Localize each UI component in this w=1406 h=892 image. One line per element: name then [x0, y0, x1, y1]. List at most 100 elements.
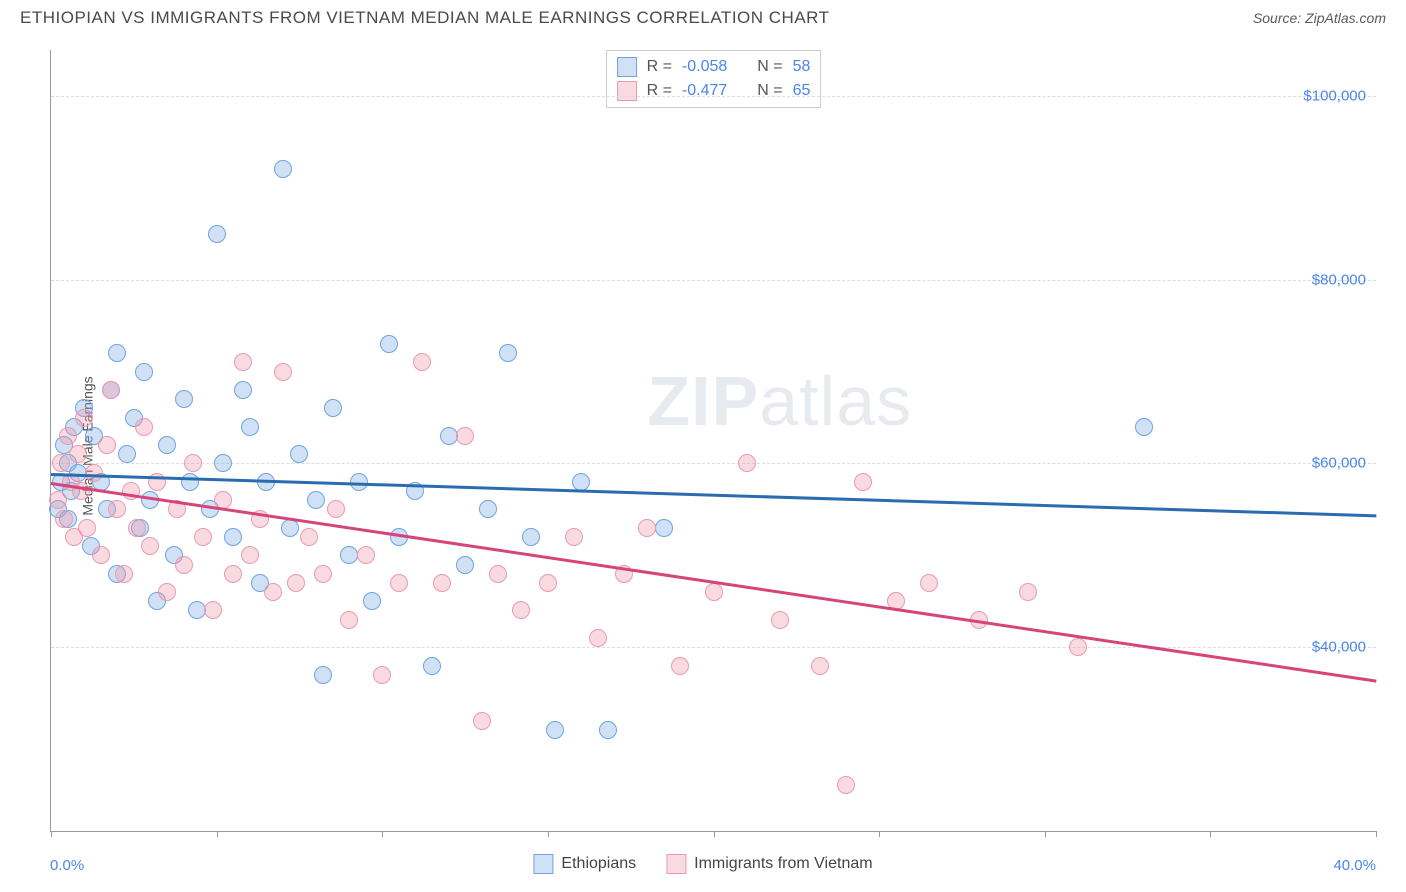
swatch-series1 — [617, 57, 637, 77]
data-point — [135, 363, 153, 381]
data-point — [175, 390, 193, 408]
data-point — [175, 556, 193, 574]
data-point — [738, 454, 756, 472]
stats-legend-box: R = -0.058 N = 58 R = -0.477 N = 65 — [606, 50, 822, 108]
trend-line — [51, 473, 1376, 517]
y-tick-label: $40,000 — [1312, 639, 1366, 656]
data-point — [287, 574, 305, 592]
gridline — [51, 463, 1376, 464]
data-point — [589, 629, 607, 647]
stats-row-2: R = -0.477 N = 65 — [617, 79, 811, 103]
data-point — [274, 160, 292, 178]
data-point — [390, 574, 408, 592]
legend-label-1: Ethiopians — [561, 855, 636, 873]
x-axis-max-label: 40.0% — [1333, 857, 1376, 874]
data-point — [300, 528, 318, 546]
source-label: Source: ZipAtlas.com — [1253, 10, 1386, 26]
x-tick — [548, 831, 549, 837]
data-point — [241, 546, 259, 564]
swatch-series2 — [617, 81, 637, 101]
data-point — [771, 611, 789, 629]
data-point — [314, 565, 332, 583]
data-point — [854, 473, 872, 491]
legend-swatch-2 — [666, 854, 686, 874]
x-tick — [1045, 831, 1046, 837]
chart-title: ETHIOPIAN VS IMMIGRANTS FROM VIETNAM MED… — [20, 8, 830, 28]
data-point — [1135, 418, 1153, 436]
watermark: ZIPatlas — [647, 361, 912, 441]
data-point — [705, 583, 723, 601]
data-point — [264, 583, 282, 601]
x-tick — [1210, 831, 1211, 837]
y-tick-label: $100,000 — [1303, 87, 1366, 104]
data-point — [234, 353, 252, 371]
data-point — [314, 666, 332, 684]
data-point — [108, 344, 126, 362]
gridline — [51, 280, 1376, 281]
data-point — [102, 381, 120, 399]
data-point — [98, 436, 116, 454]
y-tick-label: $80,000 — [1312, 271, 1366, 288]
data-point — [224, 565, 242, 583]
data-point — [49, 491, 67, 509]
data-point — [373, 666, 391, 684]
data-point — [456, 427, 474, 445]
data-point — [52, 454, 70, 472]
data-point — [194, 528, 212, 546]
data-point — [204, 601, 222, 619]
data-point — [85, 464, 103, 482]
data-point — [75, 409, 93, 427]
x-tick — [879, 831, 880, 837]
data-point — [55, 510, 73, 528]
data-point — [1069, 638, 1087, 656]
data-point — [128, 519, 146, 537]
data-point — [327, 500, 345, 518]
data-point — [357, 546, 375, 564]
bottom-legend: Ethiopians Immigrants from Vietnam — [533, 854, 872, 874]
data-point — [281, 519, 299, 537]
legend-swatch-1 — [533, 854, 553, 874]
data-point — [59, 427, 77, 445]
x-tick — [51, 831, 52, 837]
data-point — [1019, 583, 1037, 601]
data-point — [473, 712, 491, 730]
data-point — [837, 776, 855, 794]
data-point — [423, 657, 441, 675]
data-point — [208, 225, 226, 243]
data-point — [158, 583, 176, 601]
data-point — [340, 546, 358, 564]
data-point — [78, 519, 96, 537]
data-point — [512, 601, 530, 619]
data-point — [499, 344, 517, 362]
data-point — [214, 454, 232, 472]
data-point — [655, 519, 673, 537]
data-point — [234, 381, 252, 399]
data-point — [440, 427, 458, 445]
data-point — [69, 445, 87, 463]
data-point — [290, 445, 308, 463]
data-point — [638, 519, 656, 537]
data-point — [572, 473, 590, 491]
data-point — [307, 491, 325, 509]
data-point — [224, 528, 242, 546]
stats-row-1: R = -0.058 N = 58 — [617, 55, 811, 79]
data-point — [539, 574, 557, 592]
data-point — [380, 335, 398, 353]
data-point — [135, 418, 153, 436]
y-tick-label: $60,000 — [1312, 455, 1366, 472]
data-point — [241, 418, 259, 436]
data-point — [340, 611, 358, 629]
x-tick — [714, 831, 715, 837]
data-point — [141, 537, 159, 555]
data-point — [92, 546, 110, 564]
x-axis-min-label: 0.0% — [50, 857, 84, 874]
x-tick — [217, 831, 218, 837]
data-point — [489, 565, 507, 583]
data-point — [108, 500, 126, 518]
data-point — [671, 657, 689, 675]
legend-label-2: Immigrants from Vietnam — [694, 855, 872, 873]
data-point — [413, 353, 431, 371]
data-point — [184, 454, 202, 472]
gridline — [51, 96, 1376, 97]
x-tick — [382, 831, 383, 837]
